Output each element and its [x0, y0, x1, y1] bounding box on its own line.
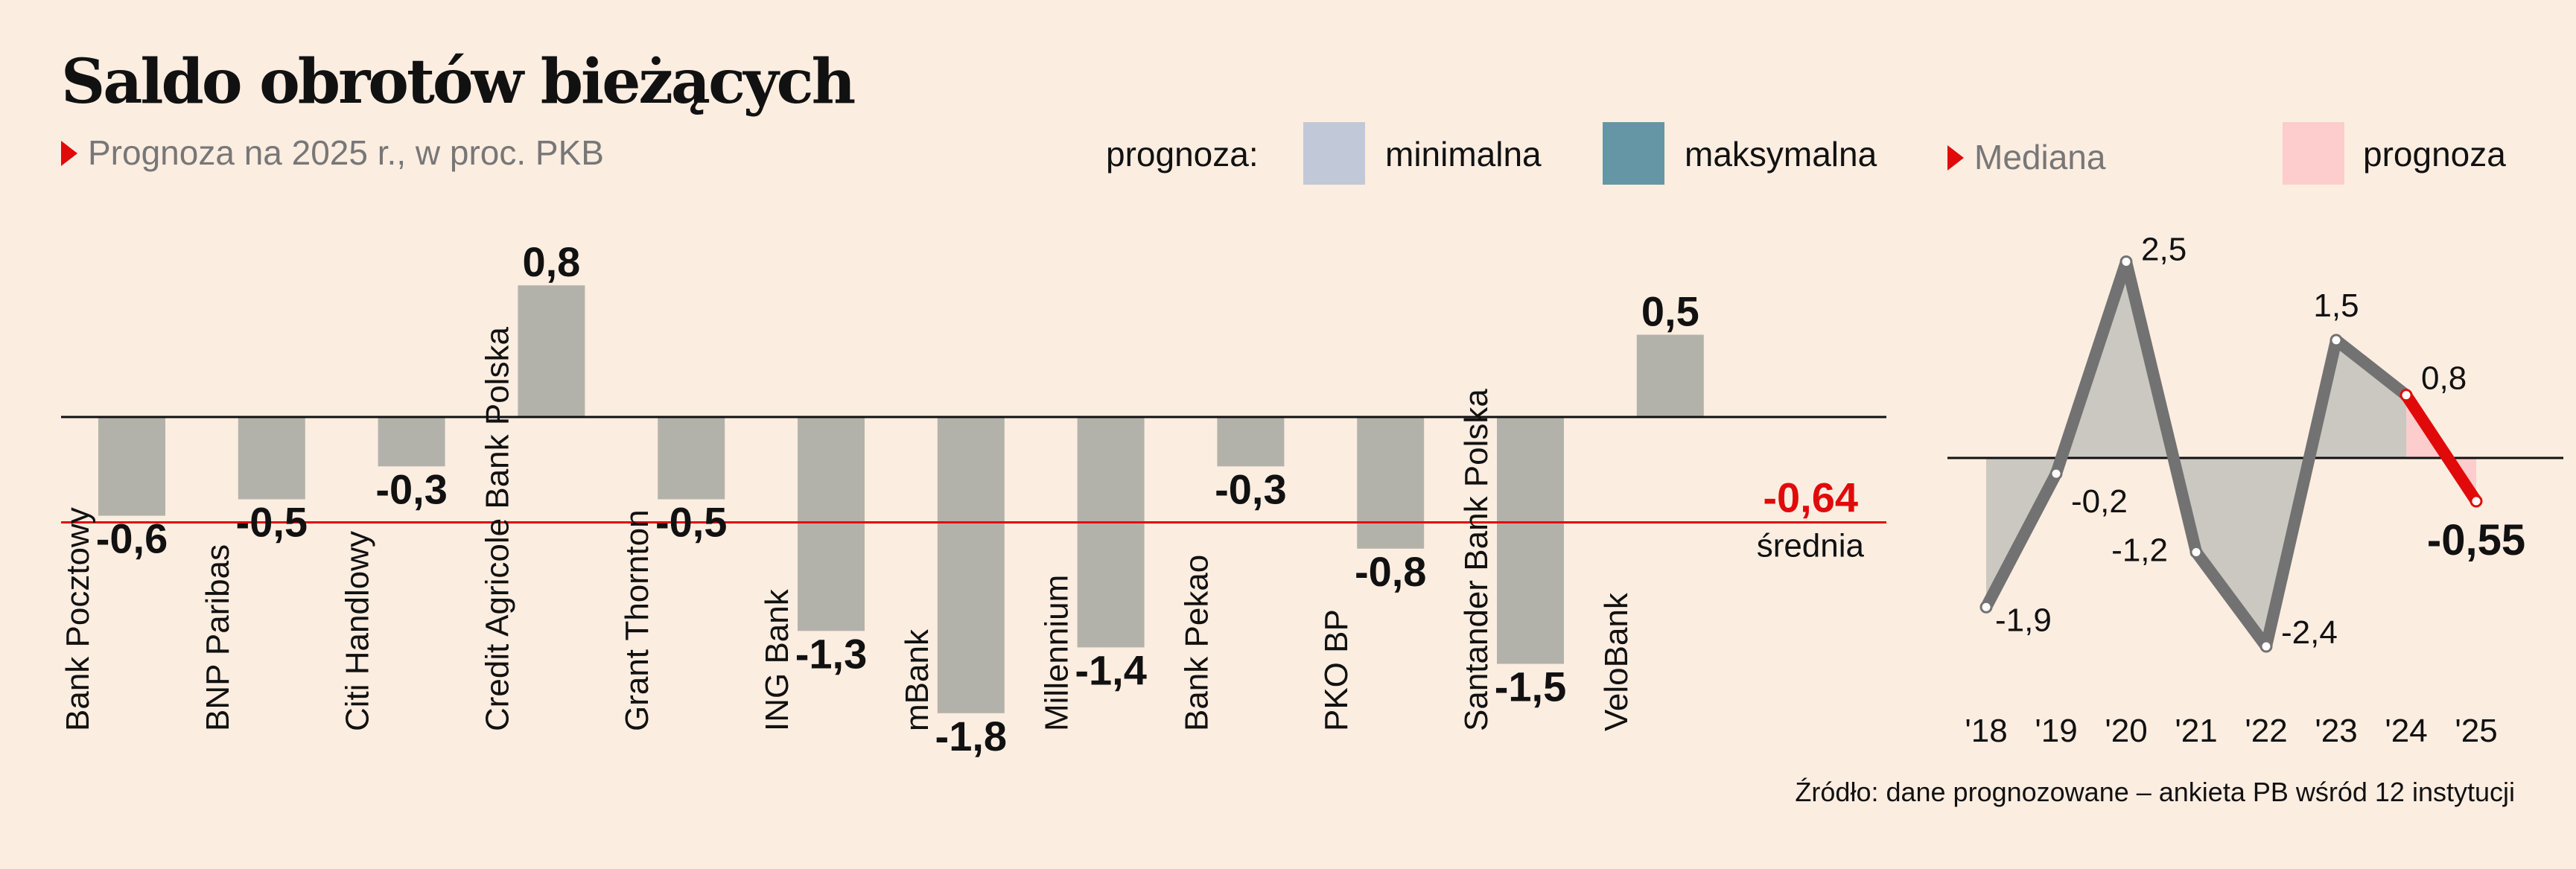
point-'20 [2119, 255, 2133, 268]
x-tick-label: '24 [2385, 713, 2427, 749]
bar-value-label: -0,5 [236, 499, 308, 546]
average-value-label: -0,64 [1763, 474, 1858, 521]
legend-median: Mediana [1947, 137, 2105, 177]
x-tick-label: '23 [2315, 713, 2357, 749]
bar-category-label: Bank Pekao [1178, 555, 1215, 731]
x-tick-label: '21 [2175, 713, 2217, 749]
legend-forecast-label: prognoza [2363, 135, 2506, 174]
bar-value-label: -0,6 [96, 515, 168, 562]
bar-category-label: ING Bank [759, 588, 795, 731]
bar-category-label: Millennium [1039, 575, 1075, 731]
legend-swatch-max [1603, 122, 1664, 185]
x-tick-label: '25 [2455, 713, 2497, 749]
bar-value-label: 0,5 [1641, 288, 1699, 335]
point-'23 [2329, 334, 2343, 347]
point-value-label: -1,9 [1995, 602, 2052, 638]
point-'21 [2189, 545, 2203, 558]
red-triangle-icon [61, 141, 77, 166]
legend-swatch-min [1303, 122, 1365, 185]
bar-1 [98, 417, 165, 516]
subtitle-text: Prognoza na 2025 r., w proc. PKB [88, 133, 604, 172]
bar-category-label: Grant Thornton [619, 509, 655, 731]
bar-8 [1077, 417, 1145, 648]
bar-3 [378, 417, 445, 467]
bar-9 [1217, 417, 1285, 467]
point-value-label: -1,2 [2111, 532, 2168, 568]
bar-category-label: Bank Pocztowy [60, 507, 96, 731]
bar-value-label: -0,8 [1355, 548, 1427, 595]
legend-median-label: Mediana [1974, 138, 2106, 176]
bar-value-label: -1,4 [1075, 646, 1147, 693]
point-value-label: -0,55 [2427, 516, 2525, 564]
point-value-label: 0,8 [2421, 360, 2467, 397]
bar-category-label: Citi Handlowy [340, 531, 376, 731]
point-value-label: -0,2 [2071, 483, 2128, 520]
bar-5 [658, 417, 725, 500]
bar-7 [937, 417, 1005, 713]
bar-value-label: -0,5 [655, 499, 728, 546]
bar-category-label: VeloBank [1598, 592, 1635, 731]
bar-10 [1357, 417, 1425, 549]
bar-value-label: -1,5 [1495, 663, 1567, 710]
chart-title: Saldo obrotów bieżących [61, 46, 856, 118]
bar-category-label: BNP Paribas [200, 544, 236, 731]
x-tick-label: '18 [1965, 713, 2007, 749]
point-value-label: 2,5 [2141, 232, 2187, 268]
legend-max-label: maksymalna [1685, 135, 1877, 174]
history-line-chart: -1,9 -0,2 2,5 -1,2 -2,4 1,5 0,8 -0,55 '18 '19 '20 '… [1947, 232, 2563, 749]
red-triangle-icon [1947, 145, 1964, 171]
history-area [1986, 261, 2406, 646]
legend-swatch-forecast [2283, 122, 2344, 185]
bar-2 [238, 417, 305, 500]
point-'19 [2049, 467, 2063, 480]
point-'25 [2470, 494, 2483, 508]
bar-value-label: -0,3 [1215, 465, 1287, 512]
forecast-line [2400, 389, 2482, 507]
legend-min-label: minimalna [1385, 135, 1542, 174]
bar-category-label: Credit Agricole Bank Polska [479, 327, 515, 731]
bar-value-label: -1,3 [795, 630, 868, 677]
bar-value-label: 0,8 [522, 238, 580, 285]
point-'24 [2400, 389, 2413, 402]
point-value-label: -2,4 [2281, 614, 2338, 651]
average-caption: średnia [1757, 527, 1865, 564]
bar-6 [798, 417, 865, 631]
bar-12 [1636, 334, 1704, 417]
point-'22 [2259, 640, 2273, 653]
source-note: Źródło: dane prognozowane – ankieta PB w… [1795, 777, 2515, 807]
x-tick-label: '19 [2035, 713, 2077, 749]
chart-subtitle: Prognoza na 2025 r., w proc. PKB [61, 133, 604, 173]
bar-category-label: PKO BP [1318, 609, 1355, 731]
point-value-label: 1,5 [2313, 287, 2359, 324]
bar-value-label: -1,8 [935, 713, 1008, 760]
x-tick-label: '22 [2245, 713, 2287, 749]
bar-category-label: Santander Bank Polska [1458, 389, 1495, 731]
legend-prefix: prognoza: [1106, 135, 1259, 174]
bar-11 [1497, 417, 1564, 664]
point-'18 [1979, 600, 1993, 614]
bar-category-label: mBank [899, 628, 935, 731]
bar-4 [518, 285, 585, 417]
x-tick-label: '20 [2105, 713, 2147, 749]
bar-value-label: -0,3 [375, 465, 448, 512]
